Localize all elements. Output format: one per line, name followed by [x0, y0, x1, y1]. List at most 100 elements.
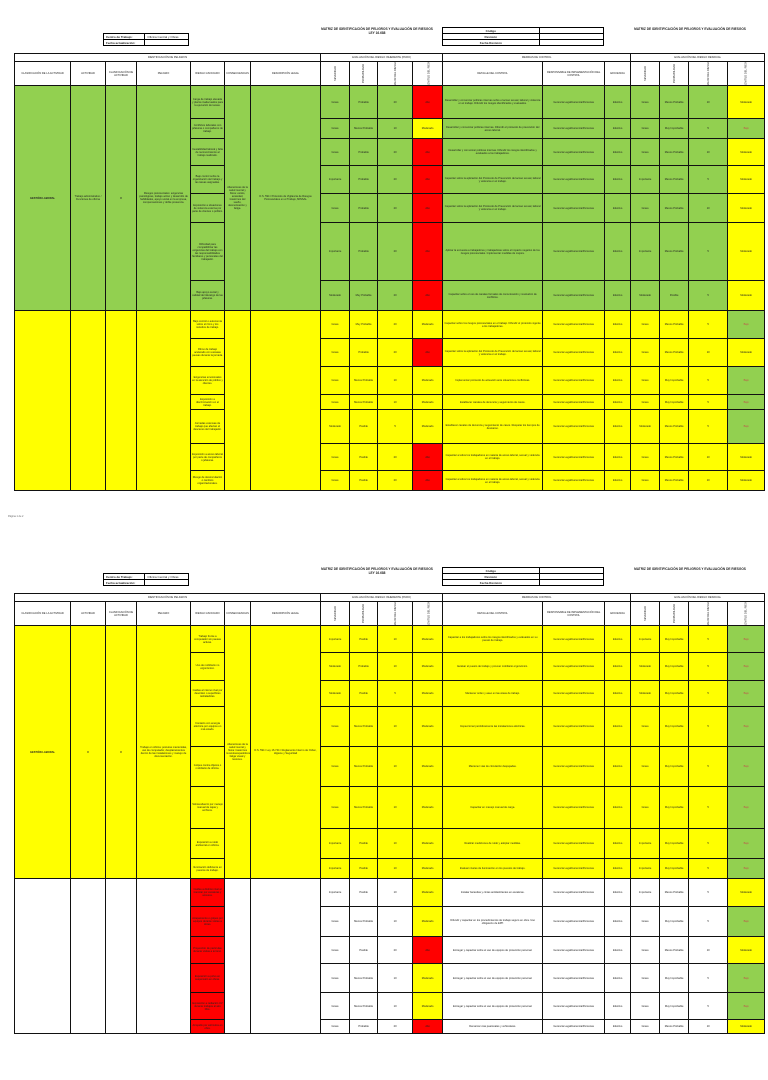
- column-header-risk-magnitude[interactable]: MAGNITUD DEL RIESGO: [412, 61, 444, 86]
- probability-cell[interactable]: Posible: [349, 625, 379, 653]
- control-responsible-cell[interactable]: Gerencia Legal/Gerencia/Personas: [542, 680, 606, 707]
- associated-risk-cell[interactable]: Golpes contra objetos o mobiliario de of…: [190, 746, 225, 787]
- probability-cell[interactable]: Menos Probable: [349, 118, 379, 139]
- control-detail-cell[interactable]: Capacitar a todos los trabajadores en ma…: [442, 470, 544, 491]
- efficiency-cell[interactable]: Efectivo: [604, 138, 632, 166]
- column-header-classification[interactable]: CLASIFICACIÓN DE LA ACTIVIDAD: [14, 601, 71, 626]
- risk-magnitude-cell[interactable]: Alto: [412, 165, 444, 194]
- probability-cell[interactable]: Probable: [349, 193, 379, 223]
- control-responsible-cell[interactable]: Gerencia Legal/Gerencia/Personas: [542, 193, 606, 223]
- residual-risk-value-cell[interactable]: 5: [688, 222, 729, 281]
- risk-magnitude-cell[interactable]: Alto: [412, 85, 444, 119]
- residual-risk-value-cell[interactable]: 5: [688, 625, 729, 653]
- residual-magnitude-cell[interactable]: Bajo: [727, 828, 766, 859]
- associated-risk-cell[interactable]: Exposición a situaciones de violencia ex…: [190, 193, 225, 223]
- activity-class-cell[interactable]: [105, 878, 137, 1034]
- residual-probability-cell[interactable]: Menos Probable: [659, 936, 690, 964]
- severity-cell[interactable]: Grave: [320, 394, 351, 410]
- risk-magnitude-cell[interactable]: Moderado: [412, 786, 444, 829]
- probability-cell[interactable]: Menos Probable: [349, 963, 379, 993]
- risk-magnitude-cell[interactable]: Moderado: [412, 992, 444, 1020]
- column-header-associated-risk[interactable]: RIESGO ASOCIADO: [190, 601, 225, 626]
- residual-risk-value-cell[interactable]: 5: [688, 746, 729, 787]
- residual-probability-cell[interactable]: Menos Probable: [659, 338, 690, 367]
- risk-magnitude-cell[interactable]: Moderado: [412, 118, 444, 139]
- hazard-cell[interactable]: [136, 878, 191, 1034]
- control-responsible-cell[interactable]: Gerencia Legal/Gerencia/Personas: [542, 443, 606, 471]
- efficiency-cell[interactable]: Efectivo: [604, 409, 632, 444]
- efficiency-cell[interactable]: Efectivo: [604, 828, 632, 859]
- residual-probability-cell[interactable]: Menos Probable: [659, 85, 690, 119]
- severity-cell[interactable]: Moderado: [320, 680, 351, 707]
- legal-description-cell[interactable]: D.S. 594 / Protocolo de Vigilancia de Ri…: [249, 85, 322, 311]
- column-header-activity-class[interactable]: CLASIFICACIÓN DE ACTIVIDAD: [105, 61, 137, 86]
- residual-probability-cell[interactable]: Muy Improbable: [659, 366, 690, 395]
- associated-risk-cell[interactable]: Bajo control o autonomía sobre el ritmo …: [190, 310, 225, 339]
- risk-magnitude-cell[interactable]: Alto: [412, 280, 444, 311]
- probability-cell[interactable]: Menos Probable: [349, 706, 379, 747]
- risk-magnitude-cell[interactable]: Alto: [412, 470, 444, 491]
- consequences-cell[interactable]: [224, 310, 251, 491]
- residual-risk-value-cell[interactable]: 10: [688, 443, 729, 471]
- control-detail-cell[interactable]: Capacitar en manejo manual de carga.: [442, 786, 544, 829]
- severity-cell[interactable]: Importante: [320, 828, 351, 859]
- residual-magnitude-cell[interactable]: Moderado: [727, 222, 766, 281]
- probability-cell[interactable]: Menos Probable: [349, 906, 379, 937]
- risk-magnitude-cell[interactable]: Moderado: [412, 394, 444, 410]
- control-detail-cell[interactable]: Capacitar a los trabajadores sobre los r…: [442, 625, 544, 653]
- control-responsible-cell[interactable]: Gerencia Legal/Gerencia/Personas: [542, 652, 606, 681]
- efficiency-cell[interactable]: Efectivo: [604, 470, 632, 491]
- control-responsible-cell[interactable]: Gerencia Legal/Gerencia/Personas: [542, 280, 606, 311]
- control-responsible-cell[interactable]: Gerencia Legal/Gerencia/Personas: [542, 310, 606, 339]
- associated-risk-cell[interactable]: Exposición a acoso laboral por parte de …: [190, 443, 225, 471]
- control-responsible-cell[interactable]: Gerencia Legal/Gerencia/Personas: [542, 85, 606, 119]
- residual-probability-cell[interactable]: Menos Probable: [659, 1019, 690, 1034]
- efficiency-cell[interactable]: Efectivo: [604, 906, 632, 937]
- risk-value-cell[interactable]: 20: [377, 138, 414, 166]
- residual-magnitude-cell[interactable]: Moderado: [727, 443, 766, 471]
- control-responsible-cell[interactable]: Gerencia Legal/Gerencia/Personas: [542, 786, 606, 829]
- residual-risk-value-cell[interactable]: 5: [688, 366, 729, 395]
- associated-risk-cell[interactable]: Bajo control sobre la organización del t…: [190, 165, 225, 194]
- severity-cell[interactable]: Grave: [320, 443, 351, 471]
- risk-magnitude-cell[interactable]: Alto: [412, 443, 444, 471]
- residual-risk-value-cell[interactable]: 10: [688, 470, 729, 491]
- residual-severity-cell[interactable]: Grave: [630, 85, 661, 119]
- risk-value-cell[interactable]: 10: [377, 394, 414, 410]
- risk-magnitude-cell[interactable]: Alto: [412, 138, 444, 166]
- residual-magnitude-cell[interactable]: Moderado: [727, 936, 766, 964]
- consequences-cell[interactable]: Alteraciones de la salud mental y física…: [224, 625, 251, 879]
- residual-magnitude-cell[interactable]: Moderado: [727, 165, 766, 194]
- efficiency-cell[interactable]: Efectivo: [604, 992, 632, 1020]
- risk-magnitude-cell[interactable]: Alto: [412, 338, 444, 367]
- severity-cell[interactable]: Moderado: [320, 280, 351, 311]
- residual-magnitude-cell[interactable]: Bajo: [727, 625, 766, 653]
- column-header-risk-value[interactable]: VALOR DEL RIESGO: [377, 61, 414, 86]
- risk-value-cell[interactable]: 10: [377, 828, 414, 859]
- risk-value-cell[interactable]: 10: [377, 652, 414, 681]
- residual-severity-cell[interactable]: Grave: [630, 470, 661, 491]
- hazard-cell[interactable]: [136, 310, 191, 491]
- residual-severity-cell[interactable]: Grave: [630, 963, 661, 993]
- probability-cell[interactable]: Probable: [349, 138, 379, 166]
- efficiency-cell[interactable]: Efectivo: [604, 366, 632, 395]
- control-responsible-cell[interactable]: Gerencia Legal/Gerencia/Personas: [542, 222, 606, 281]
- control-detail-cell[interactable]: Implementar protocolo de actuación ante …: [442, 366, 544, 395]
- risk-value-cell[interactable]: 20: [377, 936, 414, 964]
- efficiency-cell[interactable]: Efectivo: [604, 786, 632, 829]
- residual-probability-cell[interactable]: Menos Probable: [659, 878, 690, 907]
- risk-magnitude-cell[interactable]: Moderado: [412, 310, 444, 339]
- activity-cell[interactable]: [70, 310, 106, 491]
- probability-cell[interactable]: Posible: [349, 409, 379, 444]
- associated-risk-cell[interactable]: Riesgo de desvinculación o cambios organ…: [190, 470, 225, 491]
- residual-magnitude-cell[interactable]: Bajo: [727, 992, 766, 1020]
- consequences-cell[interactable]: Alteraciones de la salud mental y física…: [224, 85, 251, 311]
- risk-magnitude-cell[interactable]: Alto: [412, 222, 444, 281]
- residual-magnitude-cell[interactable]: Bajo: [727, 118, 766, 139]
- residual-severity-cell[interactable]: Moderado: [630, 680, 661, 707]
- column-header-activity-class[interactable]: CLASIFICACIÓN DE ACTIVIDAD: [105, 601, 137, 626]
- probability-cell[interactable]: Posible: [349, 936, 379, 964]
- residual-magnitude-cell[interactable]: Bajo: [727, 858, 766, 879]
- residual-risk-value-cell[interactable]: 5: [688, 992, 729, 1020]
- residual-probability-cell[interactable]: Menos Probable: [659, 470, 690, 491]
